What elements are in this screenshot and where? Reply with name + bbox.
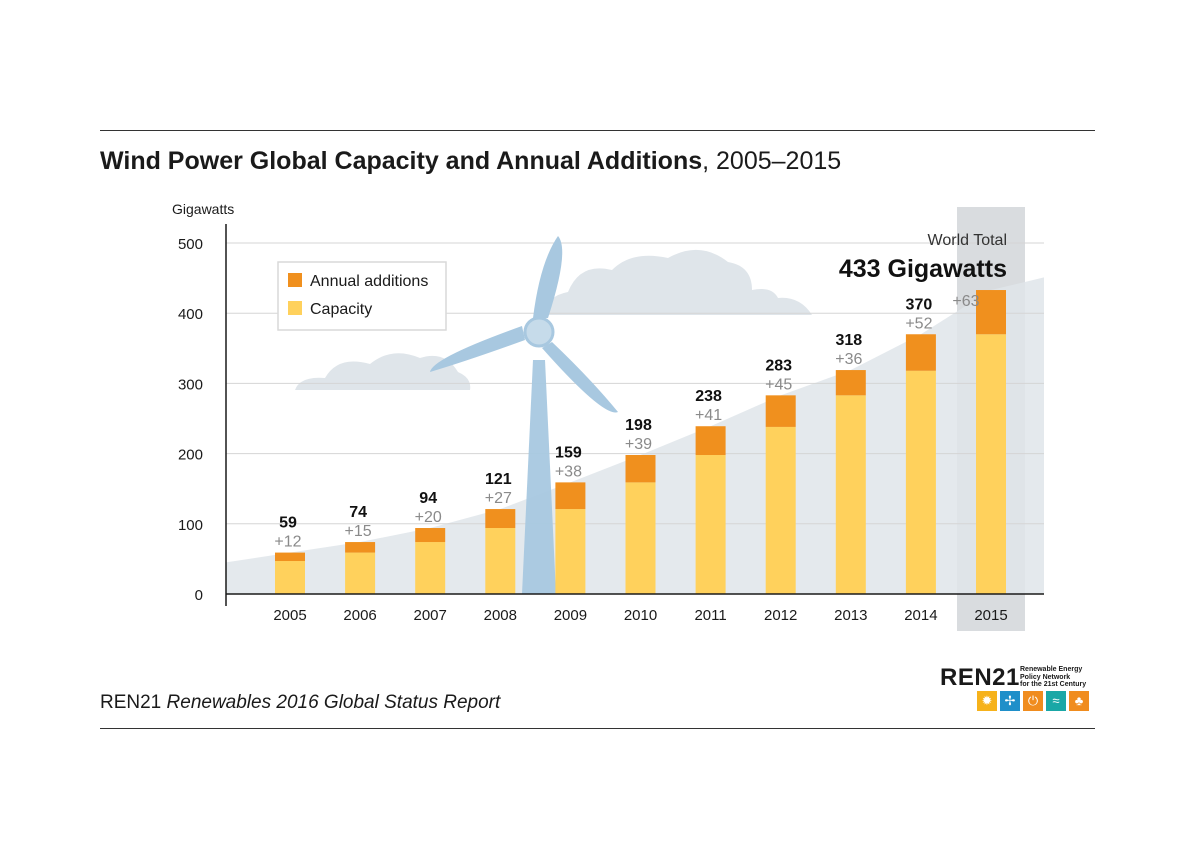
- bar-additions: [555, 482, 586, 510]
- bar-capacity: [345, 552, 376, 594]
- y-tick-label: 200: [178, 447, 203, 464]
- total-label: 59: [279, 515, 297, 532]
- addition-label: +45: [765, 376, 792, 393]
- addition-label: +27: [485, 490, 512, 507]
- turbine-blade-icon: [430, 326, 525, 372]
- legend-label-additions: Annual additions: [310, 273, 428, 290]
- logo-tagline-line: Renewable Energy: [1020, 666, 1083, 673]
- wind-turbine-icon: ✢: [1000, 691, 1020, 711]
- addition-label: +15: [345, 523, 372, 540]
- turbine-blade-icon: [542, 342, 618, 413]
- legend-swatch-capacity: [288, 301, 302, 315]
- x-tick-label: 2012: [764, 607, 797, 624]
- bar-capacity: [835, 395, 866, 594]
- legend-box: [277, 261, 447, 331]
- world-total-label: World Total: [928, 232, 1007, 249]
- total-label: 121: [485, 471, 512, 488]
- bar-capacity: [625, 482, 656, 594]
- x-tick-label: 2007: [414, 607, 447, 624]
- x-tick-label: 2008: [484, 607, 517, 624]
- bar-capacity: [765, 426, 796, 594]
- sun-icon: ✹: [977, 691, 997, 711]
- logo-tagline-line: for the 21st Century: [1020, 681, 1087, 688]
- addition-label: +52: [905, 315, 932, 332]
- bar-additions: [625, 455, 656, 483]
- bar-additions: [695, 426, 726, 456]
- x-tick-label: 2013: [834, 607, 867, 624]
- turbine-hub-icon: [523, 316, 555, 348]
- y-axis-label: Gigawatts: [172, 201, 234, 217]
- water-wave-icon: ≈: [1046, 691, 1066, 711]
- total-label: 283: [765, 357, 792, 374]
- x-tick-label: 2005: [273, 607, 306, 624]
- chart-title: Wind Power Global Capacity and Annual Ad…: [100, 147, 841, 176]
- cloud-right: [545, 249, 812, 315]
- bar-capacity: [555, 509, 586, 594]
- leaf-icon: ♣: [1069, 691, 1089, 711]
- bar-additions: [275, 552, 305, 562]
- y-tick-label: 100: [178, 517, 203, 534]
- legend-label-capacity: Capacity: [310, 301, 372, 318]
- chart-title-main: Wind Power Global Capacity and Annual Ad…: [100, 147, 703, 175]
- cloud-left: [295, 353, 471, 390]
- x-tick-label: 2011: [694, 607, 726, 624]
- logo-tagline: Renewable Energy Policy Network for the …: [1020, 666, 1095, 689]
- bar-additions: [976, 290, 1006, 335]
- total-label: 159: [555, 444, 582, 461]
- source-report: Renewables 2016 Global Status Report: [166, 692, 501, 713]
- world-total-value: 433 Gigawatts: [839, 255, 1007, 283]
- y-tick-label: 500: [178, 236, 203, 253]
- legend-swatch-additions: [288, 273, 302, 287]
- total-label: 370: [906, 296, 933, 313]
- total-label: 94: [419, 490, 437, 507]
- turbine-blade-icon: [533, 236, 563, 318]
- source-org: REN21: [100, 692, 162, 713]
- turbine-tower-icon: [522, 360, 556, 594]
- bar-additions: [905, 334, 936, 371]
- bar-additions: [345, 542, 376, 553]
- chart-title-years: , 2005–2015: [702, 147, 842, 175]
- bar-capacity: [695, 455, 726, 594]
- x-tick-label: 2010: [624, 607, 657, 624]
- addition-label: +41: [695, 407, 722, 424]
- power-icon: ⏻: [1023, 691, 1043, 711]
- x-tick-label: 2014: [904, 607, 937, 624]
- bar-capacity: [976, 334, 1006, 594]
- addition-label: +36: [835, 351, 862, 368]
- bar-capacity: [485, 528, 516, 594]
- total-label: 74: [349, 504, 367, 521]
- x-tick-label: 2006: [343, 607, 376, 624]
- bar-additions: [835, 370, 866, 396]
- x-tick-label: 2009: [554, 607, 587, 624]
- addition-label: +38: [555, 463, 582, 480]
- total-label: 198: [625, 417, 652, 434]
- total-label: 238: [695, 388, 722, 405]
- bar-capacity: [275, 561, 305, 594]
- y-tick-label: 300: [178, 376, 203, 393]
- bar-capacity: [415, 542, 446, 594]
- bar-additions: [415, 528, 446, 543]
- bar-additions: [765, 395, 796, 427]
- x-tick-label: 2015: [974, 607, 1007, 624]
- y-tick-label: 400: [178, 306, 203, 323]
- y-tick-label: 0: [195, 587, 203, 604]
- addition-label: +20: [415, 509, 442, 526]
- addition-label: +12: [274, 534, 301, 551]
- source-citation: REN21 Renewables 2016 Global Status Repo…: [100, 692, 500, 714]
- logo-tagline-line: Policy Network: [1020, 673, 1071, 681]
- bar-capacity: [905, 370, 936, 594]
- top-rule: [100, 130, 1095, 131]
- addition-label: +63: [952, 293, 979, 310]
- total-label: 318: [835, 332, 862, 349]
- ren21-logo: REN21 Renewable Energy Policy Network fo…: [940, 664, 1095, 712]
- logo-icons: ✹ ✢ ⏻ ≈ ♣: [977, 691, 1089, 711]
- bottom-rule: [100, 728, 1095, 729]
- addition-label: +39: [625, 436, 652, 453]
- logo-wordmark: REN21: [940, 664, 1020, 691]
- bar-additions: [485, 509, 516, 529]
